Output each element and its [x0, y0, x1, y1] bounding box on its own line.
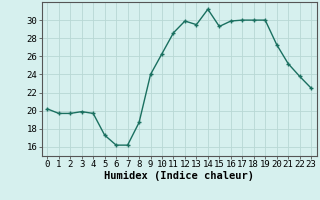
- X-axis label: Humidex (Indice chaleur): Humidex (Indice chaleur): [104, 171, 254, 181]
